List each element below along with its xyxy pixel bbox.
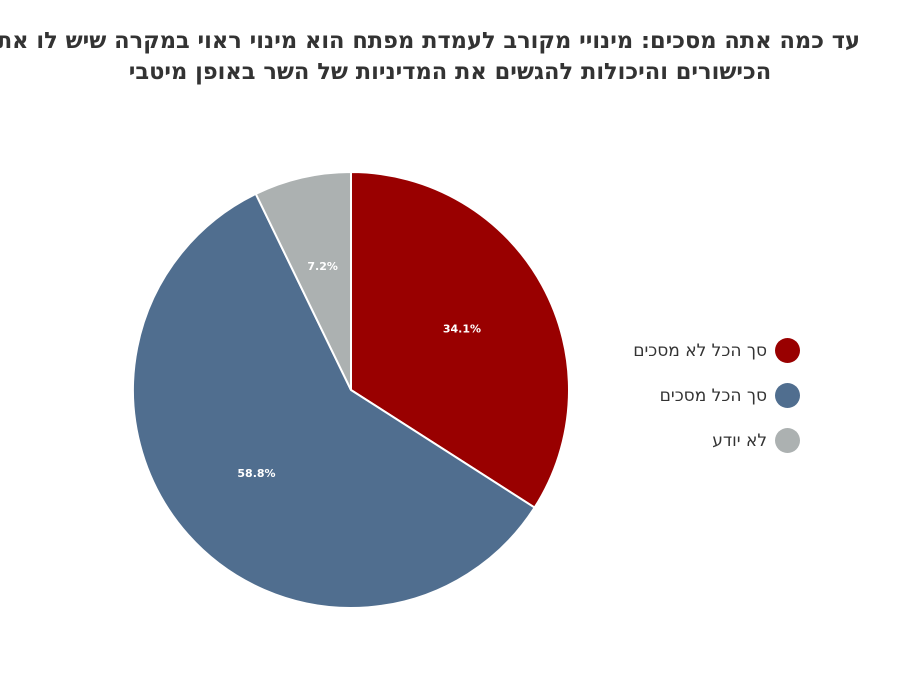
chart-title: עד כמה אתה מסכים: מינויי מקורב לעמדת מפת… bbox=[0, 26, 860, 88]
pie-slice-agree[interactable] bbox=[132, 192, 536, 609]
legend-item-disagree[interactable]: סך הכל לא מסכים bbox=[560, 328, 800, 373]
data-label-agree: 58.8% bbox=[237, 467, 275, 480]
legend-swatch-disagree bbox=[775, 338, 800, 363]
chart-title-line-2: הכישורים והיכולות להגשים את המדיניות של … bbox=[128, 59, 772, 85]
data-label-dont-know: 7.2% bbox=[307, 260, 338, 273]
legend-item-dont-know[interactable]: לא יודע bbox=[560, 418, 800, 463]
legend-item-agree[interactable]: סך הכל מסכים bbox=[560, 373, 800, 418]
pie-slice-dont-know[interactable] bbox=[254, 170, 352, 391]
chart-title-line-1: עד כמה אתה מסכים: מינויי מקורב לעמדת מפת… bbox=[0, 28, 860, 54]
pie-slice-disagree[interactable] bbox=[350, 170, 570, 509]
legend-swatch-agree bbox=[775, 383, 800, 408]
legend: סך הכל לא מסכים סך הכל מסכים לא יודע bbox=[560, 328, 800, 463]
legend-swatch-dont-know bbox=[775, 428, 800, 453]
data-label-disagree: 34.1% bbox=[443, 322, 481, 335]
legend-label-dont-know: לא יודע bbox=[712, 430, 767, 451]
legend-label-disagree: סך הכל לא מסכים bbox=[633, 340, 767, 361]
legend-label-agree: סך הכל מסכים bbox=[659, 385, 767, 406]
